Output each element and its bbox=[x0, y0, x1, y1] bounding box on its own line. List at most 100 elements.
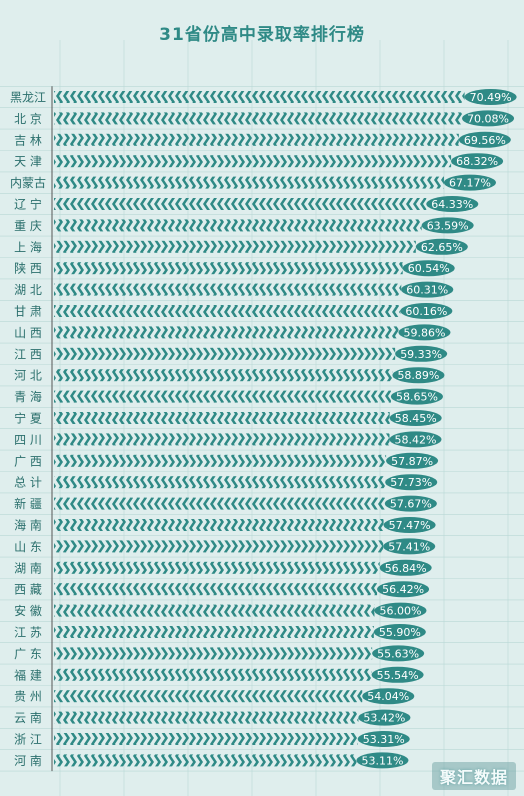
data-label: 53.11% bbox=[361, 754, 403, 767]
bar bbox=[54, 433, 390, 446]
category-label: 海 南 bbox=[14, 518, 42, 533]
category-label: 内蒙古 bbox=[10, 175, 46, 190]
category-label: 广 东 bbox=[14, 647, 42, 661]
data-label: 55.90% bbox=[379, 626, 421, 639]
watermark: 聚汇数据 bbox=[431, 762, 516, 790]
data-label: 67.17% bbox=[449, 177, 491, 190]
value-label-bg bbox=[421, 217, 474, 234]
category-label: 辽 宁 bbox=[14, 197, 42, 212]
category-label: 云 南 bbox=[14, 710, 42, 725]
value-label-bg bbox=[458, 131, 511, 148]
value-label-bg bbox=[402, 260, 455, 277]
category-label: 重 庆 bbox=[14, 219, 42, 233]
category-label: 北 京 bbox=[14, 112, 42, 126]
value-label-bg bbox=[379, 559, 432, 576]
bar bbox=[54, 540, 384, 553]
category-label: 青 海 bbox=[14, 389, 42, 404]
category-label: 湖 南 bbox=[14, 560, 42, 575]
bar bbox=[54, 262, 403, 275]
bar bbox=[54, 497, 385, 510]
bar bbox=[54, 91, 465, 103]
data-label: 56.84% bbox=[385, 562, 427, 575]
value-label-bg bbox=[373, 624, 426, 640]
value-label-bg bbox=[372, 645, 425, 662]
value-label-bg bbox=[377, 581, 430, 598]
bar bbox=[54, 240, 416, 253]
data-label: 58.89% bbox=[397, 369, 439, 382]
bar bbox=[54, 519, 384, 531]
value-label-bg bbox=[374, 602, 427, 619]
category-label: 甘 肃 bbox=[14, 305, 42, 319]
chart-title: 31省份高中录取率排行榜 bbox=[159, 25, 365, 45]
bar bbox=[54, 112, 463, 125]
category-label: 宁 夏 bbox=[14, 411, 42, 426]
category-label: 河 北 bbox=[14, 369, 42, 383]
category-label: 安 徽 bbox=[14, 603, 42, 618]
category-label: 吉 林 bbox=[14, 133, 42, 147]
bar bbox=[54, 647, 373, 660]
data-label: 54.04% bbox=[367, 690, 409, 703]
data-label: 58.45% bbox=[395, 412, 437, 425]
value-label-bg bbox=[358, 709, 411, 726]
data-label: 57.67% bbox=[390, 498, 432, 511]
bar bbox=[54, 412, 390, 424]
category-label: 贵 州 bbox=[14, 690, 42, 704]
category-label: 山 东 bbox=[14, 540, 42, 554]
value-label-bg bbox=[362, 688, 415, 705]
value-label-bg bbox=[383, 538, 436, 555]
category-label: 西 藏 bbox=[14, 583, 42, 597]
bar bbox=[54, 561, 380, 574]
bar bbox=[54, 626, 374, 638]
value-label-bg bbox=[400, 303, 453, 319]
value-label-bg bbox=[389, 410, 442, 426]
data-label: 60.54% bbox=[408, 262, 450, 275]
data-label: 56.00% bbox=[379, 605, 421, 618]
bar bbox=[54, 668, 372, 681]
bar bbox=[54, 176, 444, 189]
category-label: 新 疆 bbox=[14, 496, 42, 511]
category-label: 陕 西 bbox=[14, 261, 42, 276]
category-label: 江 苏 bbox=[14, 626, 42, 640]
value-label-bg bbox=[390, 388, 443, 405]
bar bbox=[54, 347, 396, 360]
value-label-bg bbox=[395, 345, 448, 362]
data-label: 63.59% bbox=[427, 219, 469, 232]
data-label: 70.08% bbox=[467, 112, 509, 125]
value-label-bg bbox=[383, 517, 436, 533]
bar bbox=[54, 733, 358, 745]
value-label-bg bbox=[443, 174, 496, 191]
category-label: 总 计 bbox=[14, 476, 42, 490]
category-label: 浙 江 bbox=[14, 733, 42, 747]
data-label: 60.16% bbox=[405, 305, 447, 318]
bar bbox=[54, 604, 375, 617]
bar bbox=[54, 198, 427, 210]
data-label: 55.54% bbox=[377, 669, 419, 682]
bar bbox=[54, 283, 402, 296]
data-label: 57.87% bbox=[391, 455, 433, 468]
data-label: 59.86% bbox=[403, 326, 445, 339]
category-label: 上 海 bbox=[14, 239, 42, 254]
value-label-bg bbox=[357, 731, 410, 747]
bar bbox=[54, 754, 357, 767]
data-label: 59.33% bbox=[400, 348, 442, 361]
value-label-bg bbox=[392, 367, 445, 384]
data-label: 57.47% bbox=[389, 519, 431, 532]
category-label: 福 建 bbox=[14, 667, 42, 682]
data-label: 55.63% bbox=[377, 647, 419, 660]
data-label: 53.42% bbox=[363, 712, 405, 725]
data-label: 70.49% bbox=[470, 91, 512, 104]
bar bbox=[54, 390, 391, 403]
data-label: 58.65% bbox=[396, 391, 438, 404]
bar bbox=[54, 133, 459, 146]
category-label: 山 西 bbox=[14, 326, 42, 340]
bar bbox=[54, 476, 386, 489]
value-label-bg bbox=[356, 752, 409, 769]
category-label: 广 西 bbox=[14, 454, 42, 468]
bar bbox=[54, 583, 378, 596]
data-label: 57.73% bbox=[390, 476, 432, 489]
value-label-bg bbox=[462, 110, 515, 127]
value-label-bg bbox=[426, 196, 479, 212]
category-label: 天 津 bbox=[14, 155, 42, 169]
